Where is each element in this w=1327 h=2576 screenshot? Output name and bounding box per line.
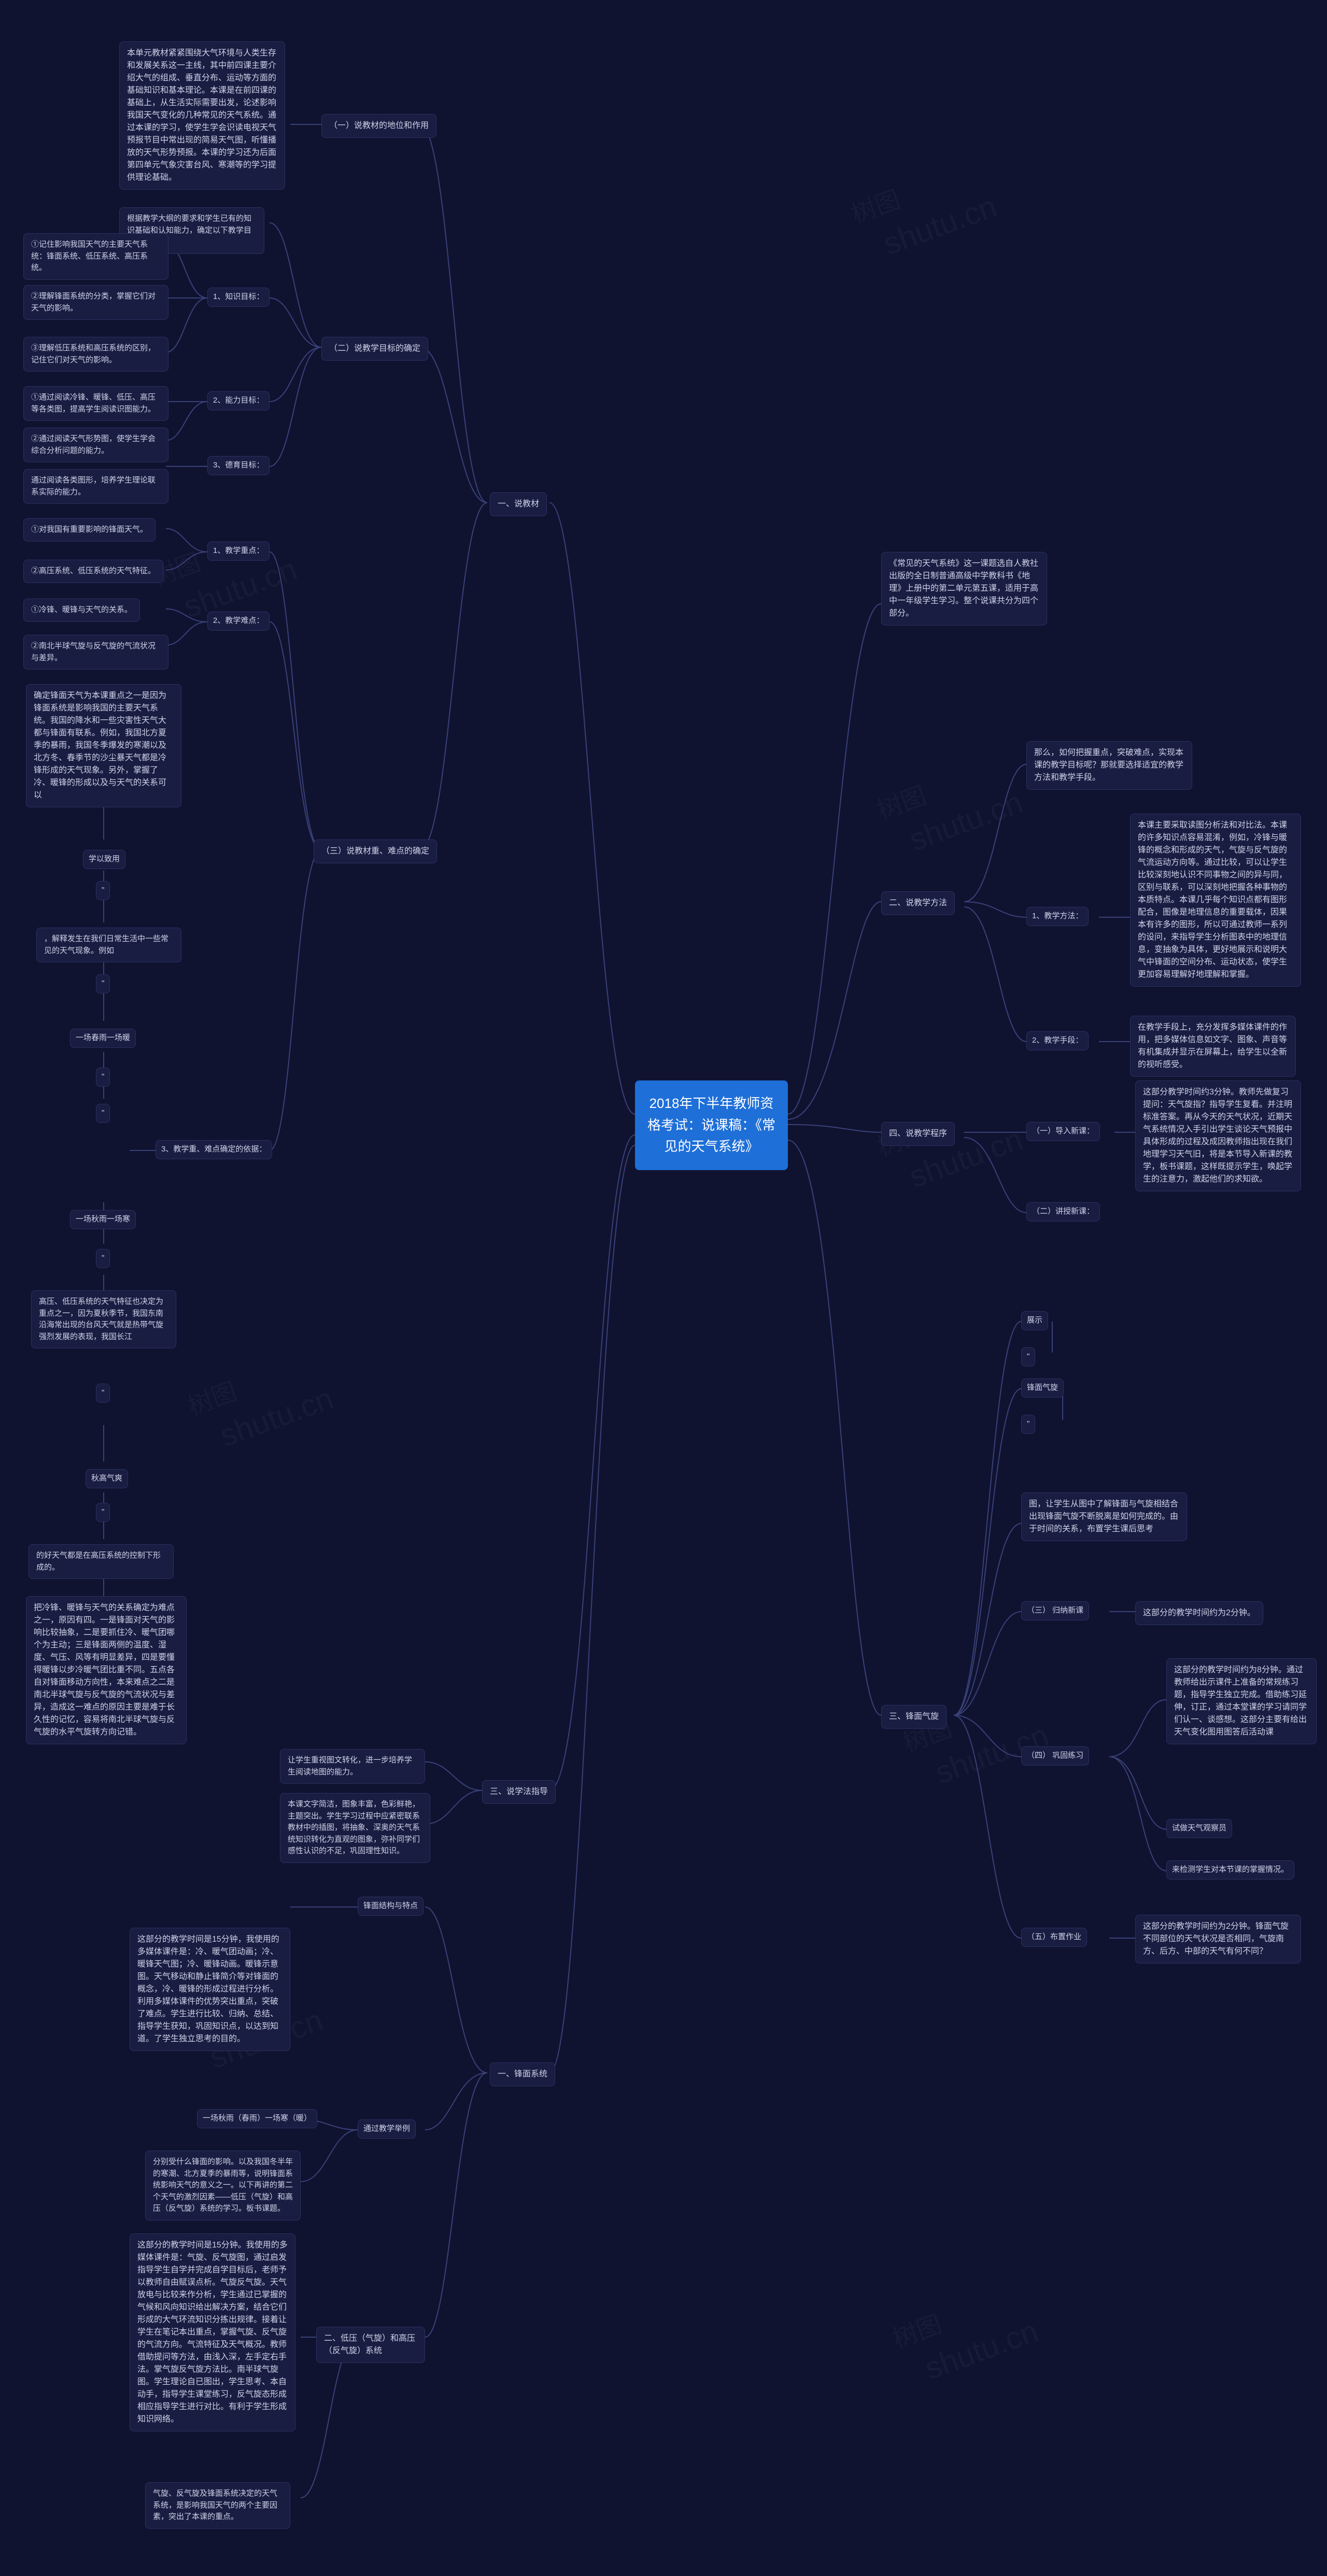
s1-2-2a: ①通过阅读冷锋、暖锋、低压、高压等各类图，提高学生阅读识图能力。 bbox=[23, 386, 168, 421]
s1-2-2-label: 2、能力目标： bbox=[207, 391, 270, 410]
spacer: " bbox=[96, 881, 110, 900]
s1-3-3e: 高压、低压系统的天气特征也决定为重点之一，因为夏秋季节，我国东南沿海常出现的台风… bbox=[31, 1290, 176, 1348]
r3-4: 这部分的教学时间约为8分钟。通过教师给出示课件上准备的常规练习题，指导学生独立完… bbox=[1166, 1658, 1317, 1744]
s4-1: 这部分教学时间约3分钟。教师先做复习提问：天气旋指？指导学生复看。并注明标准答案… bbox=[1135, 1080, 1301, 1191]
s1-3-3b: ，解释发生在我们日常生活中一些常见的天气现象。例如 bbox=[36, 928, 181, 962]
r3-4a: 试做天气观察员 bbox=[1166, 1819, 1232, 1838]
s3-a: 让学生重视图文转化，进一步培养学生阅读地图的能力。 bbox=[280, 1749, 425, 1784]
watermark: shutu.cn bbox=[215, 1380, 338, 1454]
watermark: shutu.cn bbox=[879, 188, 1001, 262]
section-r3-title[interactable]: 三、锋面气旋 bbox=[881, 1705, 947, 1729]
s1-2-1-label: 1、知识目标： bbox=[207, 288, 270, 307]
s2-question: 那么，如何把握重点，突破难点，实现本课的教学目标呢？那就要选择适宜的教学方法和教… bbox=[1026, 741, 1192, 790]
s4-1-label: （一）导入新课： bbox=[1026, 1122, 1100, 1141]
s1-2-label: （二）说教学目标的确定 bbox=[321, 337, 428, 361]
watermark-label: 树图 bbox=[871, 775, 930, 827]
r3-4-label: （四） 巩固练习 bbox=[1021, 1746, 1089, 1766]
center-node[interactable]: 2018年下半年教师资格考试：说课稿：《常见的天气系统》 bbox=[635, 1080, 788, 1170]
s1-2-1c: ③理解低压系统和高压系统的区别，记住它们对天气的影响。 bbox=[23, 337, 168, 372]
s1-2-3-label: 3、德育目标： bbox=[207, 456, 270, 475]
s1-1: 本单元教材紧紧围绕大气环境与人类生存和发展关系这一主线，其中前四课主要介绍大气的… bbox=[119, 41, 285, 190]
watermark: shutu.cn bbox=[920, 2313, 1043, 2386]
r3-tu: 图，让学生从图中了解锋面与气旋相结合出现锋面气旋不断脱离是如何完成的。由于时间的… bbox=[1021, 1492, 1187, 1541]
s1-3-1b: ②高压系统、低压系统的天气特征。 bbox=[23, 560, 163, 583]
s1-3-1a: ①对我国有重要影响的锋面天气。 bbox=[23, 518, 156, 542]
r3-5-label: （五）布置作业 bbox=[1021, 1928, 1087, 1947]
s3-b: 本课文字简洁，图象丰富，色彩鲜艳，主题突出。学生学习过程中应紧密联系教材中的插图… bbox=[280, 1793, 430, 1863]
s1f-a: 这部分的教学时间是15分钟，我使用的多媒体课件是：冷、暖气团动画；冷、暖锋天气图… bbox=[130, 1928, 290, 2051]
s1f-a-label: 锋面结构与特点 bbox=[358, 1897, 423, 1916]
s1-3-3h: 把冷锋、暖锋与天气的关系确定为难点之一，原因有四。一是锋面对天气的影响比较抽象，… bbox=[26, 1596, 187, 1744]
s1-3-3d: 一场秋雨一场寒 bbox=[70, 1210, 136, 1229]
r3-3-label: （三） 归纳新课 bbox=[1021, 1601, 1089, 1620]
r3-5: 这部分的教学时间约为2分钟。锋面气旋不同部位的天气状况是否相同，气旋南方、后方、… bbox=[1135, 1915, 1301, 1963]
s2-method2: 在教学手段上，充分发挥多媒体课件的作用，把多媒体信息如文字、图象、声音等有机集成… bbox=[1130, 1016, 1296, 1077]
spacer: " bbox=[96, 1249, 110, 1268]
s1-3-label: （三）说教材重、难点的确定 bbox=[314, 839, 437, 863]
section-2-title[interactable]: 二、说教学方法 bbox=[881, 891, 955, 915]
section-4-title[interactable]: 四、说教学程序 bbox=[881, 1122, 955, 1146]
s1f-d: 气旋、反气旋及锋面系统决定的天气系统，是影响我国天气的两个主要因素，突出了本课的… bbox=[145, 2482, 290, 2529]
r3-3: 这部分的教学时间约为2分钟。 bbox=[1135, 1601, 1263, 1625]
s1-2-2b: ②通过阅读天气形势图，使学生学会综合分析问题的能力。 bbox=[23, 428, 168, 462]
r3-4b: 来检测学生对本节课的掌握情况。 bbox=[1166, 1860, 1294, 1880]
s1-3-3a: 学以致用 bbox=[83, 850, 125, 869]
watermark-label: 树图 bbox=[845, 179, 905, 231]
s1-3-3c: 一场春雨一场暖 bbox=[70, 1029, 136, 1048]
s2-method2-label: 2、教学手段： bbox=[1026, 1031, 1089, 1050]
s1-2-1b: ②理解锋面系统的分类，掌握它们对天气的影响。 bbox=[23, 285, 168, 320]
s1-3-3g: 的好天气都是在高压系统的控制下形成的。 bbox=[29, 1544, 174, 1579]
s1-3-1-label: 1、教学重点： bbox=[207, 542, 270, 561]
s2-method1-label: 1、教学方法： bbox=[1026, 907, 1089, 926]
spacer: " bbox=[96, 1384, 110, 1403]
s1f-c-label: 二、低压（气旋）和高压（反气旋）系统 bbox=[316, 2327, 425, 2363]
s1-3-3-label: 3、教学重、难点确定的依据： bbox=[156, 1140, 272, 1159]
spacer: " bbox=[1021, 1347, 1035, 1367]
spacer: " bbox=[96, 1503, 110, 1522]
s1f-b1: 一场秋雨（春雨）一场寒（暖） bbox=[197, 2109, 317, 2128]
r3-show: 展示 bbox=[1021, 1311, 1048, 1330]
intro-node: 《常见的天气系统》这一课题选自人教社出版的全日制普通高级中学教科书《地理》上册中… bbox=[881, 552, 1047, 625]
s1f-b-label: 通过教学举例 bbox=[358, 2119, 416, 2139]
spacer: " bbox=[96, 974, 110, 993]
spacer: " bbox=[1021, 1415, 1035, 1434]
section-1-title[interactable]: 一、说教材 bbox=[490, 492, 547, 516]
watermark: shutu.cn bbox=[905, 784, 1027, 858]
r3-fengmian: 锋面气旋 bbox=[1021, 1378, 1064, 1398]
s1-3-2-label: 2、教学难点： bbox=[207, 611, 270, 631]
s1f-c: 这部分的教学时间是15分钟。我使用的多媒体课件是：气旋、反气旋图，通过启发指导学… bbox=[130, 2233, 295, 2431]
section-3-title[interactable]: 三、说学法指导 bbox=[482, 1780, 556, 1804]
s1f-b2: 分别受什么锋面的影响。以及我国冬半年的寒潮、北方夏季的暴雨等，说明锋面系统影响天… bbox=[145, 2151, 301, 2221]
s1-3-2b: ②南北半球气旋与反气旋的气流状况与差异。 bbox=[23, 635, 168, 670]
watermark-label: 树图 bbox=[182, 1371, 241, 1422]
s1-3-3-top: 确定锋面天气为本课重点之一是因为锋面系统是影响我国的主要天气系统。我国的降水和一… bbox=[26, 684, 181, 807]
spacer: " bbox=[96, 1104, 110, 1123]
s1-3-2a: ①冷锋、暖锋与天气的关系。 bbox=[23, 599, 140, 622]
s1-2-1a: ①记住影响我国天气的主要天气系统：锋面系统、低压系统、高压系统。 bbox=[23, 233, 168, 280]
s1-2-3a: 通过阅读各类图形，培养学生理论联系实际的能力。 bbox=[23, 469, 168, 504]
section-1f-title[interactable]: 一、锋面系统 bbox=[490, 2062, 555, 2086]
spacer: " bbox=[96, 1068, 110, 1087]
s1-1-label: （一）说教材的地位和作用 bbox=[321, 114, 436, 138]
watermark-label: 树图 bbox=[887, 2304, 946, 2355]
s2-method1: 本课主要采取读图分析法和对比法。本课的许多知识点容易混淆，例如，冷锋与暖锋的概念… bbox=[1130, 814, 1301, 987]
s4-2-label: （二）讲授新课： bbox=[1026, 1202, 1100, 1221]
s1-3-3f: 秋高气爽 bbox=[86, 1469, 128, 1488]
